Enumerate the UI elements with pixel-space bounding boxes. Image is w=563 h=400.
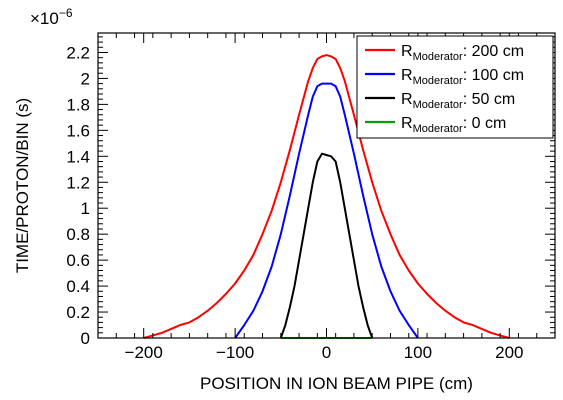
x-tick-label: 100	[404, 343, 432, 362]
y-axis-title: TIME/PROTON/BIN (s)	[13, 98, 32, 273]
legend-label-3: RModerator: 0 cm	[401, 115, 506, 135]
y-tick-label: 1.8	[66, 95, 90, 114]
y-tick-label: 0.8	[66, 225, 90, 244]
legend-label-1: RModerator: 100 cm	[401, 67, 524, 87]
x-tick-label: 0	[322, 343, 331, 362]
y-axis-multiplier: ×10−6	[30, 6, 73, 28]
x-axis-title: POSITION IN ION BEAM PIPE (cm)	[200, 374, 473, 393]
y-tick-label: 1.6	[66, 121, 90, 140]
legend-label-0: RModerator: 200 cm	[401, 43, 524, 63]
y-tick-label: 0.6	[66, 251, 90, 270]
y-tick-label: 1.2	[66, 173, 90, 192]
legend-label-2: RModerator: 50 cm	[401, 91, 515, 111]
x-tick-label: −200	[125, 343, 163, 362]
y-tick-label: 1.4	[66, 147, 90, 166]
y-tick-label: 0.2	[66, 303, 90, 322]
series-line-1	[234, 82, 419, 339]
series-line-0	[143, 54, 510, 339]
x-tick-label: −100	[216, 343, 254, 362]
y-tick-label: 0.4	[66, 277, 90, 296]
x-tick-label: 200	[495, 343, 523, 362]
y-tick-label: 1	[81, 199, 90, 218]
y-tick-label: 2.2	[66, 43, 90, 62]
y-tick-label: 2	[81, 69, 90, 88]
y-tick-label: 0	[81, 329, 90, 348]
series-line-2	[279, 152, 374, 339]
legend: RModerator: 200 cm RModerator: 100 cm RMod…	[356, 35, 554, 139]
